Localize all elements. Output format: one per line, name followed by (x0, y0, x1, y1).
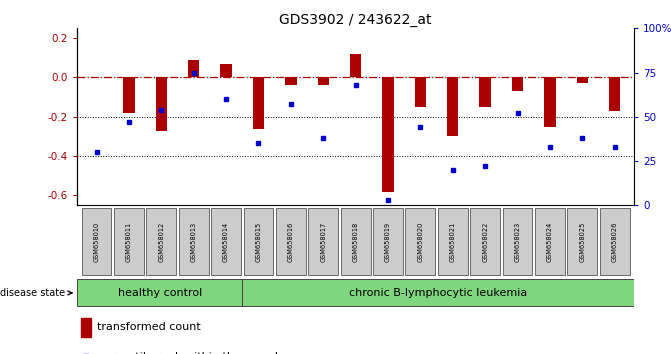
Bar (350, 54, 361, 78)
FancyBboxPatch shape (600, 208, 629, 275)
FancyBboxPatch shape (373, 208, 403, 275)
Text: disease state: disease state (0, 288, 72, 298)
Bar (576, 78, 588, 84)
FancyBboxPatch shape (405, 208, 435, 275)
Text: GSM658010: GSM658010 (93, 222, 99, 262)
Text: GSM658014: GSM658014 (223, 222, 229, 262)
Bar (221, 64, 231, 78)
Text: transformed count: transformed count (97, 322, 201, 332)
Text: percentile rank within the sample: percentile rank within the sample (97, 352, 285, 354)
FancyBboxPatch shape (309, 208, 338, 275)
Text: GSM658016: GSM658016 (288, 222, 294, 262)
Text: GSM658017: GSM658017 (320, 222, 326, 262)
Bar (81, 318, 91, 337)
Text: GSM658024: GSM658024 (547, 221, 553, 262)
Text: healthy control: healthy control (117, 288, 202, 298)
Text: GSM658023: GSM658023 (515, 222, 521, 262)
FancyBboxPatch shape (535, 208, 565, 275)
Bar (317, 78, 329, 85)
Text: GSM658018: GSM658018 (353, 222, 358, 262)
Bar (415, 78, 426, 107)
FancyBboxPatch shape (244, 208, 273, 275)
FancyBboxPatch shape (341, 208, 370, 275)
Text: GSM658020: GSM658020 (417, 221, 423, 262)
Title: GDS3902 / 243622_at: GDS3902 / 243622_at (279, 13, 432, 27)
Text: GSM658025: GSM658025 (579, 221, 585, 262)
Bar (480, 78, 491, 107)
FancyBboxPatch shape (503, 208, 532, 275)
Text: chronic B-lymphocytic leukemia: chronic B-lymphocytic leukemia (349, 288, 527, 298)
Text: GSM658019: GSM658019 (385, 222, 391, 262)
Bar (512, 78, 523, 91)
Text: GSM658022: GSM658022 (482, 221, 488, 262)
Bar (156, 78, 167, 131)
Bar (544, 78, 556, 127)
Text: GSM658013: GSM658013 (191, 222, 197, 262)
Text: GSM658026: GSM658026 (612, 221, 618, 262)
Text: GSM658012: GSM658012 (158, 222, 164, 262)
Bar (188, 60, 199, 78)
Bar (609, 78, 620, 111)
FancyBboxPatch shape (179, 208, 209, 275)
FancyBboxPatch shape (438, 208, 468, 275)
FancyBboxPatch shape (114, 208, 144, 275)
Bar (253, 78, 264, 129)
FancyBboxPatch shape (77, 279, 242, 307)
Text: GSM658011: GSM658011 (126, 222, 132, 262)
Text: GSM658021: GSM658021 (450, 222, 456, 262)
FancyBboxPatch shape (242, 279, 634, 307)
FancyBboxPatch shape (82, 208, 111, 275)
FancyBboxPatch shape (211, 208, 241, 275)
Bar (285, 78, 297, 85)
FancyBboxPatch shape (276, 208, 306, 275)
Bar (123, 78, 135, 113)
Bar (382, 78, 394, 192)
FancyBboxPatch shape (470, 208, 500, 275)
Text: GSM658015: GSM658015 (256, 222, 262, 262)
FancyBboxPatch shape (146, 208, 176, 275)
FancyBboxPatch shape (568, 208, 597, 275)
Bar (447, 78, 458, 137)
